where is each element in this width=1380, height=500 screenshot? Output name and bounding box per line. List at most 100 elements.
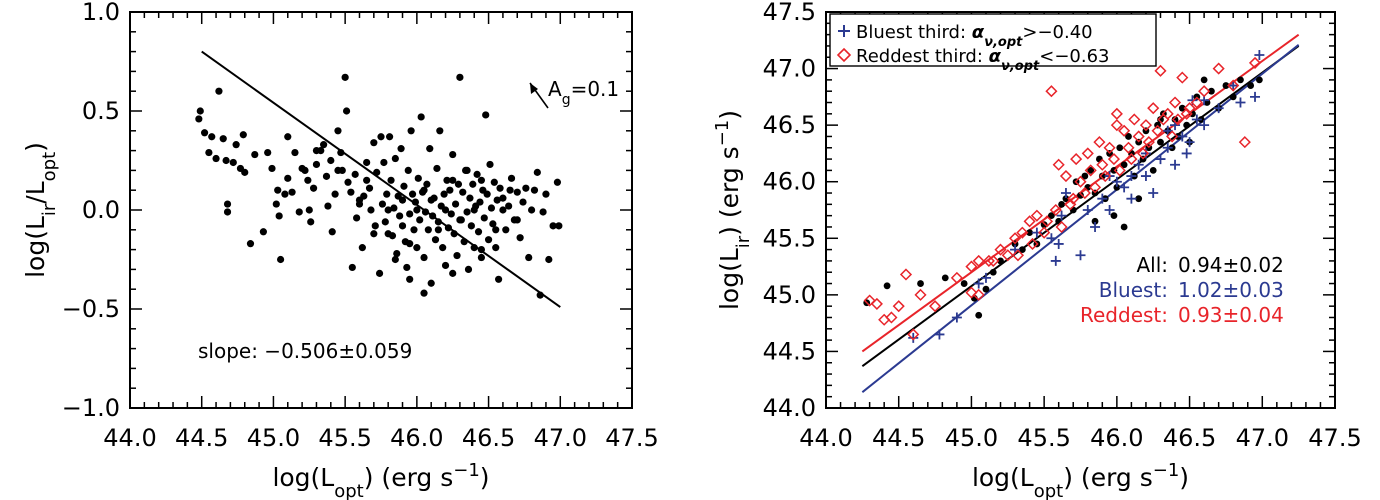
data-point-all [1125,133,1132,140]
data-point-reddest [1176,71,1189,84]
data-point-all [1183,121,1191,129]
data-point-bluest [934,329,945,340]
data-point [449,176,457,184]
x-tick-label: 45.5 [1017,424,1070,452]
data-point [390,204,398,212]
x-tick-label: 46.5 [1163,424,1216,452]
data-point [281,190,289,198]
x-label-tail: ) (erg s [1063,463,1153,492]
data-point [477,176,485,184]
data-point-reddest [1171,113,1185,126]
x-tick-label: 46.0 [1090,424,1143,452]
data-point [424,226,432,234]
data-point [393,249,401,258]
data-point-reddest [1096,158,1109,171]
x-tick-label: 44.5 [175,424,228,452]
data-point [473,170,481,178]
data-point [239,131,247,139]
data-point-bluest [1162,142,1173,153]
data-point [397,145,405,153]
data-point [453,251,461,260]
data-point [320,141,328,149]
right-panel: 44.0 44.5 45.0 45.5 46.0 46.5 47.0 47.5 44.0 44.5… [712,0,1362,500]
data-point-bluest [1111,176,1122,187]
data-point [295,208,303,216]
x-tick-label: 45.5 [318,424,371,452]
data-point [469,180,477,188]
data-point-bluest [1170,159,1181,170]
data-point-bluest [1177,131,1188,142]
data-point-bluest [1053,238,1064,249]
data-point [400,182,408,190]
data-point-reddest [982,254,995,267]
data-point [444,224,453,232]
x-tick-label: 44.0 [799,424,852,452]
x-label-sub: opt [334,481,364,500]
y-tick-label: 46.5 [763,111,816,139]
data-point [463,166,471,174]
data-point [513,188,521,196]
data-point [459,188,467,196]
x-tick-label: 46.5 [462,424,515,452]
data-point-bluest [1148,188,1159,199]
data-point [431,236,440,244]
data-point [391,154,399,163]
data-point-bluest [1126,193,1137,204]
data-point [480,214,488,222]
data-point [355,196,364,204]
data-point [246,240,255,248]
data-point-reddest [1238,136,1251,149]
data-point [413,244,421,252]
data-point [519,198,527,206]
data-point [232,141,240,149]
data-point-bluest [908,332,919,343]
data-point [391,255,399,264]
data-point [331,190,339,198]
data-point-reddest [1212,62,1225,75]
data-point-reddest [885,311,898,324]
data-point-bluest [1191,114,1202,125]
data-point [291,148,299,157]
stat-value: 0.93±0.04 [1178,303,1284,327]
data-point [417,113,425,121]
data-point [403,263,411,272]
data-point-reddest [1142,136,1155,149]
data-point-bluest [1050,255,1061,266]
data-point-reddest [1110,119,1123,132]
data-point-bluest [1228,80,1239,91]
data-point-all [1098,172,1106,180]
y-label-sup: −1 [712,120,733,147]
data-point [353,214,361,222]
data-point [406,275,414,283]
data-point [436,127,444,135]
slope-annotation: slope: −0.506±0.059 [198,339,412,363]
x-tick-label: 44.0 [103,424,156,452]
data-point-reddest [972,288,985,301]
data-point-all [1048,212,1055,220]
data-point [322,172,331,180]
data-point-all [975,311,983,319]
data-point [327,156,335,165]
extinction-label: Ag=0.1 [548,77,619,108]
data-point-reddest [1198,85,1211,98]
data-point [420,186,428,194]
legend-alpha-sub: ν,opt [1001,59,1040,74]
data-point-bluest [1119,182,1130,193]
data-point [492,244,500,252]
data-point [284,174,292,182]
data-point [441,206,450,214]
data-point [427,196,435,204]
data-point-all [1135,195,1143,203]
data-point-bluest [1140,148,1151,159]
data-point [284,133,292,141]
data-point [499,194,507,202]
stat-label: All: [1136,253,1168,277]
data-point [477,253,485,262]
data-point-reddest [1038,226,1051,239]
data-point-bluest [1250,91,1261,102]
data-point-all [941,274,949,282]
x-label-tail: ) (erg s [364,463,454,492]
legend-marker-diamond [836,47,852,63]
legend-label: Reddest third: αν,opt<−0.63 [856,46,1110,74]
data-point [489,220,497,228]
